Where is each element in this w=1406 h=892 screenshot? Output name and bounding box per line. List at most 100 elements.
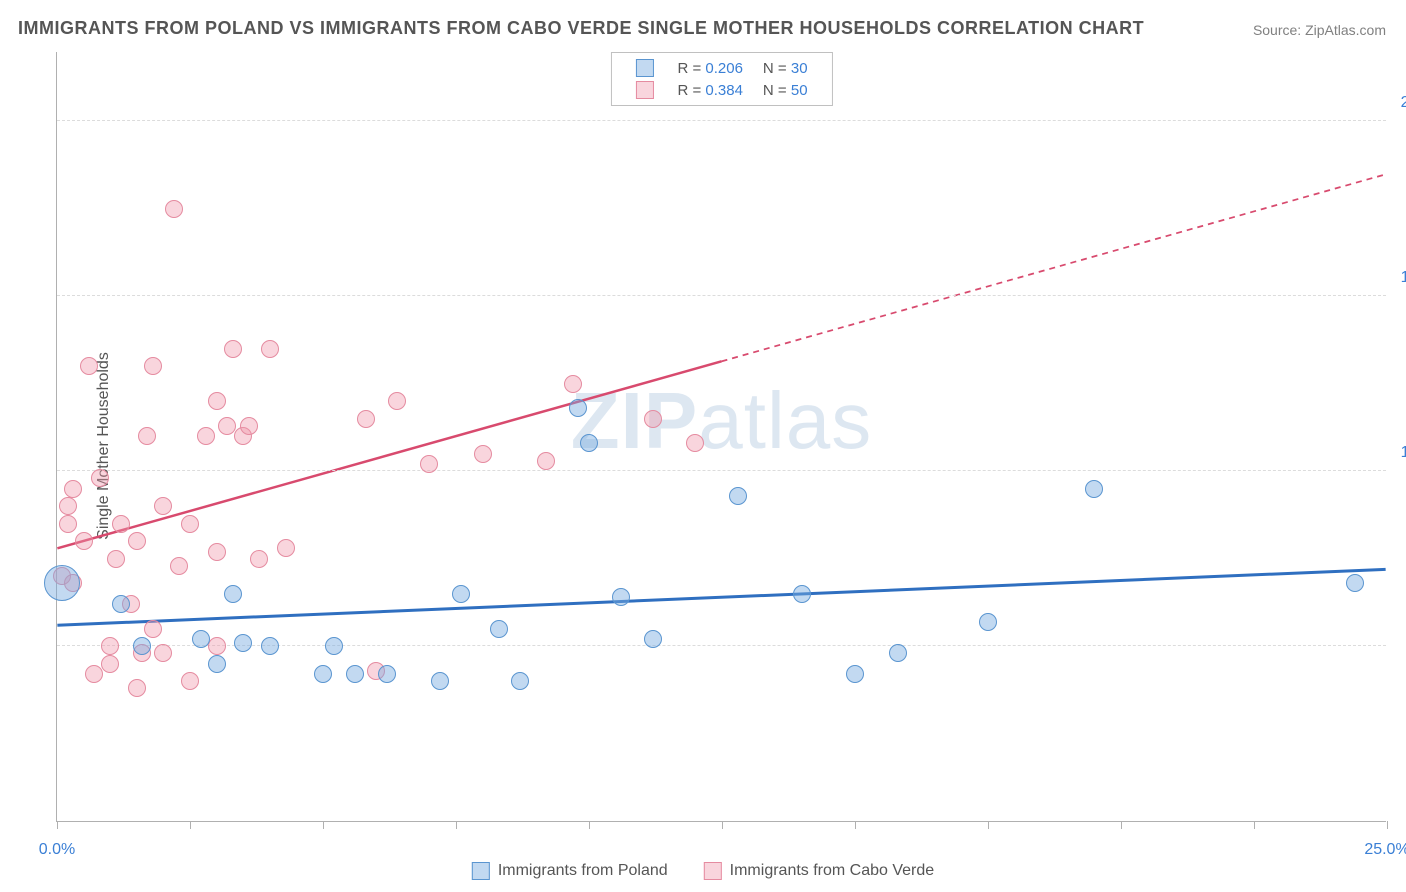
data-point-pink (474, 445, 492, 463)
data-point-pink (101, 637, 119, 655)
data-point-pink (218, 417, 236, 435)
data-point-pink (181, 515, 199, 533)
data-point-pink (250, 550, 268, 568)
data-point-pink (101, 655, 119, 673)
data-point-pink (261, 340, 279, 358)
data-point-pink (138, 427, 156, 445)
data-point-pink (59, 515, 77, 533)
legend-item-blue: Immigrants from Poland (472, 862, 668, 880)
x-tick (57, 821, 58, 829)
data-point-pink (388, 392, 406, 410)
data-point-blue (261, 637, 279, 655)
trendline-pink-dashed (722, 174, 1386, 361)
data-point-pink (170, 557, 188, 575)
gridline-h (57, 295, 1386, 296)
y-tick-label: 15.0% (1401, 269, 1406, 287)
data-point-blue (729, 487, 747, 505)
source-attribution: Source: ZipAtlas.com (1253, 22, 1386, 38)
gridline-h (57, 645, 1386, 646)
data-point-pink (80, 357, 98, 375)
data-point-pink (240, 417, 258, 435)
legend-swatch-blue (635, 59, 653, 77)
data-point-blue (224, 585, 242, 603)
data-point-blue (846, 665, 864, 683)
legend-correlation-box: R = 0.206N = 30R = 0.384N = 50 (610, 52, 832, 106)
data-point-pink (197, 427, 215, 445)
data-point-pink (644, 410, 662, 428)
legend-series: Immigrants from Poland Immigrants from Ca… (454, 862, 952, 880)
data-point-blue (452, 585, 470, 603)
x-tick (855, 821, 856, 829)
gridline-h (57, 470, 1386, 471)
gridline-h (57, 120, 1386, 121)
legend-correlation-row: R = 0.206N = 30 (625, 57, 817, 79)
legend-swatch-blue (472, 862, 490, 880)
legend-r-label: R = 0.206 (667, 57, 752, 79)
data-point-pink (208, 392, 226, 410)
x-tick (722, 821, 723, 829)
data-point-blue (208, 655, 226, 673)
data-point-pink (107, 550, 125, 568)
legend-n-label: N = 50 (753, 79, 818, 101)
watermark-rest: atlas (698, 376, 872, 465)
data-point-blue (314, 665, 332, 683)
data-point-pink (420, 455, 438, 473)
data-point-blue (346, 665, 364, 683)
data-point-pink (686, 434, 704, 452)
data-point-blue (431, 672, 449, 690)
data-point-blue (44, 565, 80, 601)
data-point-blue (378, 665, 396, 683)
data-point-pink (64, 480, 82, 498)
data-point-blue (569, 399, 587, 417)
data-point-blue (133, 637, 151, 655)
data-point-pink (154, 497, 172, 515)
trendline-pink-solid (57, 361, 721, 548)
x-tick (589, 821, 590, 829)
data-point-blue (192, 630, 210, 648)
legend-swatch-pink (704, 862, 722, 880)
data-point-blue (490, 620, 508, 638)
data-point-pink (85, 665, 103, 683)
trend-lines-svg (57, 52, 1386, 821)
x-tick (190, 821, 191, 829)
data-point-blue (644, 630, 662, 648)
plot-area: ZIPatlas R = 0.206N = 30R = 0.384N = 50 … (56, 52, 1386, 822)
data-point-blue (234, 634, 252, 652)
data-point-pink (165, 200, 183, 218)
data-point-pink (75, 532, 93, 550)
legend-label: Immigrants from Cabo Verde (730, 862, 935, 879)
data-point-pink (564, 375, 582, 393)
x-tick (1254, 821, 1255, 829)
data-point-pink (59, 497, 77, 515)
legend-swatch-pink (635, 81, 653, 99)
legend-label: Immigrants from Poland (498, 862, 668, 879)
legend-correlation-row: R = 0.384N = 50 (625, 79, 817, 101)
data-point-blue (1346, 574, 1364, 592)
chart-container: IMMIGRANTS FROM POLAND VS IMMIGRANTS FRO… (0, 0, 1406, 892)
data-point-pink (128, 532, 146, 550)
data-point-blue (112, 595, 130, 613)
data-point-pink (112, 515, 130, 533)
legend-r-label: R = 0.384 (667, 79, 752, 101)
y-tick-label: 10.0% (1401, 444, 1406, 462)
data-point-blue (979, 613, 997, 631)
y-tick-label: 20.0% (1401, 94, 1406, 112)
x-tick (988, 821, 989, 829)
data-point-blue (580, 434, 598, 452)
x-tick (456, 821, 457, 829)
x-tick-label: 0.0% (39, 841, 75, 859)
legend-n-label: N = 30 (753, 57, 818, 79)
data-point-blue (1085, 480, 1103, 498)
data-point-pink (91, 469, 109, 487)
data-point-pink (208, 543, 226, 561)
data-point-blue (793, 585, 811, 603)
data-point-blue (511, 672, 529, 690)
data-point-pink (537, 452, 555, 470)
legend-item-pink: Immigrants from Cabo Verde (704, 862, 935, 880)
data-point-blue (889, 644, 907, 662)
data-point-pink (357, 410, 375, 428)
data-point-blue (325, 637, 343, 655)
x-tick (1121, 821, 1122, 829)
data-point-blue (612, 588, 630, 606)
data-point-pink (208, 637, 226, 655)
